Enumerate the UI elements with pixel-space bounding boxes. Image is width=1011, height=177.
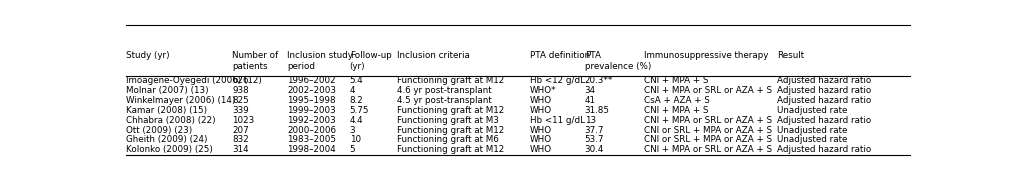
- Text: 1992–2003: 1992–2003: [287, 116, 336, 125]
- Text: 3: 3: [350, 126, 355, 135]
- Text: 1983–2005: 1983–2005: [287, 135, 336, 144]
- Text: 37.7: 37.7: [584, 126, 605, 135]
- Text: CNI or SRL + MPA or AZA + S: CNI or SRL + MPA or AZA + S: [643, 135, 771, 144]
- Text: 1999–2003: 1999–2003: [287, 106, 336, 115]
- Text: Functioning graft at M6: Functioning graft at M6: [396, 135, 498, 144]
- Text: WHO: WHO: [530, 145, 552, 154]
- Text: 20.3**: 20.3**: [584, 76, 613, 85]
- Text: WHO: WHO: [530, 106, 552, 115]
- Text: PTA definition: PTA definition: [530, 51, 590, 60]
- Text: 34: 34: [584, 86, 595, 95]
- Text: Unadjusted rate: Unadjusted rate: [776, 106, 847, 115]
- Text: WHO: WHO: [530, 96, 552, 105]
- Text: Follow-up
(yr): Follow-up (yr): [350, 51, 391, 71]
- Text: Gheith (2009) (24): Gheith (2009) (24): [126, 135, 208, 144]
- Text: Adjusted hazard ratio: Adjusted hazard ratio: [776, 145, 870, 154]
- Text: 13: 13: [584, 116, 595, 125]
- Text: 2002–2003: 2002–2003: [287, 86, 336, 95]
- Text: 5: 5: [350, 145, 355, 154]
- Text: Hb <12 g/dL: Hb <12 g/dL: [530, 76, 585, 85]
- Text: 31.85: 31.85: [584, 106, 610, 115]
- Text: 2000–2006: 2000–2006: [287, 126, 336, 135]
- Text: Imoagene-Oyegedi (2006) (12): Imoagene-Oyegedi (2006) (12): [126, 76, 262, 85]
- Text: 4.5 yr post-transplant: 4.5 yr post-transplant: [396, 96, 491, 105]
- Text: 207: 207: [233, 126, 249, 135]
- Text: 8.2: 8.2: [350, 96, 363, 105]
- Text: CNI + MPA or SRL or AZA + S: CNI + MPA or SRL or AZA + S: [643, 86, 771, 95]
- Text: 41: 41: [584, 96, 595, 105]
- Text: Adjusted hazard ratio: Adjusted hazard ratio: [776, 86, 870, 95]
- Text: 10: 10: [350, 135, 361, 144]
- Text: 5.75: 5.75: [350, 106, 369, 115]
- Text: 1995–1998: 1995–1998: [287, 96, 336, 105]
- Text: Unadjusted rate: Unadjusted rate: [776, 126, 847, 135]
- Text: Inclusion criteria: Inclusion criteria: [396, 51, 469, 60]
- Text: 53.7: 53.7: [584, 135, 605, 144]
- Text: 5.4: 5.4: [350, 76, 363, 85]
- Text: Winkelmayer (2006) (14): Winkelmayer (2006) (14): [126, 96, 236, 105]
- Text: Chhabra (2008) (22): Chhabra (2008) (22): [126, 116, 216, 125]
- Text: CNI or SRL + MPA or AZA + S: CNI or SRL + MPA or AZA + S: [643, 126, 771, 135]
- Text: Adjusted hazard ratio: Adjusted hazard ratio: [776, 116, 870, 125]
- Text: Kamar (2008) (15): Kamar (2008) (15): [126, 106, 207, 115]
- Text: 1998–2004: 1998–2004: [287, 145, 336, 154]
- Text: CNI + MPA or SRL or AZA + S: CNI + MPA or SRL or AZA + S: [643, 116, 771, 125]
- Text: CsA + AZA + S: CsA + AZA + S: [643, 96, 710, 105]
- Text: WHO: WHO: [530, 135, 552, 144]
- Text: Functioning graft at M3: Functioning graft at M3: [396, 116, 498, 125]
- Text: Molnar (2007) (13): Molnar (2007) (13): [126, 86, 209, 95]
- Text: PTA
prevalence (%): PTA prevalence (%): [584, 51, 651, 71]
- Text: Inclusion study
period: Inclusion study period: [287, 51, 353, 71]
- Text: 832: 832: [233, 135, 249, 144]
- Text: Functioning graft at M12: Functioning graft at M12: [396, 76, 503, 85]
- Text: Ott (2009) (23): Ott (2009) (23): [126, 126, 193, 135]
- Text: Functioning graft at M12: Functioning graft at M12: [396, 145, 503, 154]
- Text: Study (yr): Study (yr): [126, 51, 170, 60]
- Text: CNI + MPA or SRL or AZA + S: CNI + MPA or SRL or AZA + S: [643, 145, 771, 154]
- Text: 825: 825: [233, 96, 249, 105]
- Text: 626: 626: [233, 76, 249, 85]
- Text: 30.4: 30.4: [584, 145, 605, 154]
- Text: 4: 4: [350, 86, 355, 95]
- Text: 314: 314: [233, 145, 249, 154]
- Text: WHO: WHO: [530, 126, 552, 135]
- Text: Number of
patients: Number of patients: [233, 51, 278, 71]
- Text: Adjusted hazard ratio: Adjusted hazard ratio: [776, 76, 870, 85]
- Text: Result: Result: [776, 51, 804, 60]
- Text: 4.4: 4.4: [350, 116, 363, 125]
- Text: 938: 938: [233, 86, 249, 95]
- Text: 1023: 1023: [233, 116, 255, 125]
- Text: Functioning graft at M12: Functioning graft at M12: [396, 106, 503, 115]
- Text: Adjusted hazard ratio: Adjusted hazard ratio: [776, 96, 870, 105]
- Text: Unadjusted rate: Unadjusted rate: [776, 135, 847, 144]
- Text: 339: 339: [233, 106, 249, 115]
- Text: 1996–2002: 1996–2002: [287, 76, 336, 85]
- Text: Hb <11 g/dL: Hb <11 g/dL: [530, 116, 585, 125]
- Text: 4.6 yr post-transplant: 4.6 yr post-transplant: [396, 86, 491, 95]
- Text: Immunosuppressive therapy: Immunosuppressive therapy: [643, 51, 768, 60]
- Text: CNI + MPA + S: CNI + MPA + S: [643, 106, 708, 115]
- Text: Kolonko (2009) (25): Kolonko (2009) (25): [126, 145, 213, 154]
- Text: Functioning graft at M12: Functioning graft at M12: [396, 126, 503, 135]
- Text: CNI + MPA + S: CNI + MPA + S: [643, 76, 708, 85]
- Text: WHO*: WHO*: [530, 86, 556, 95]
